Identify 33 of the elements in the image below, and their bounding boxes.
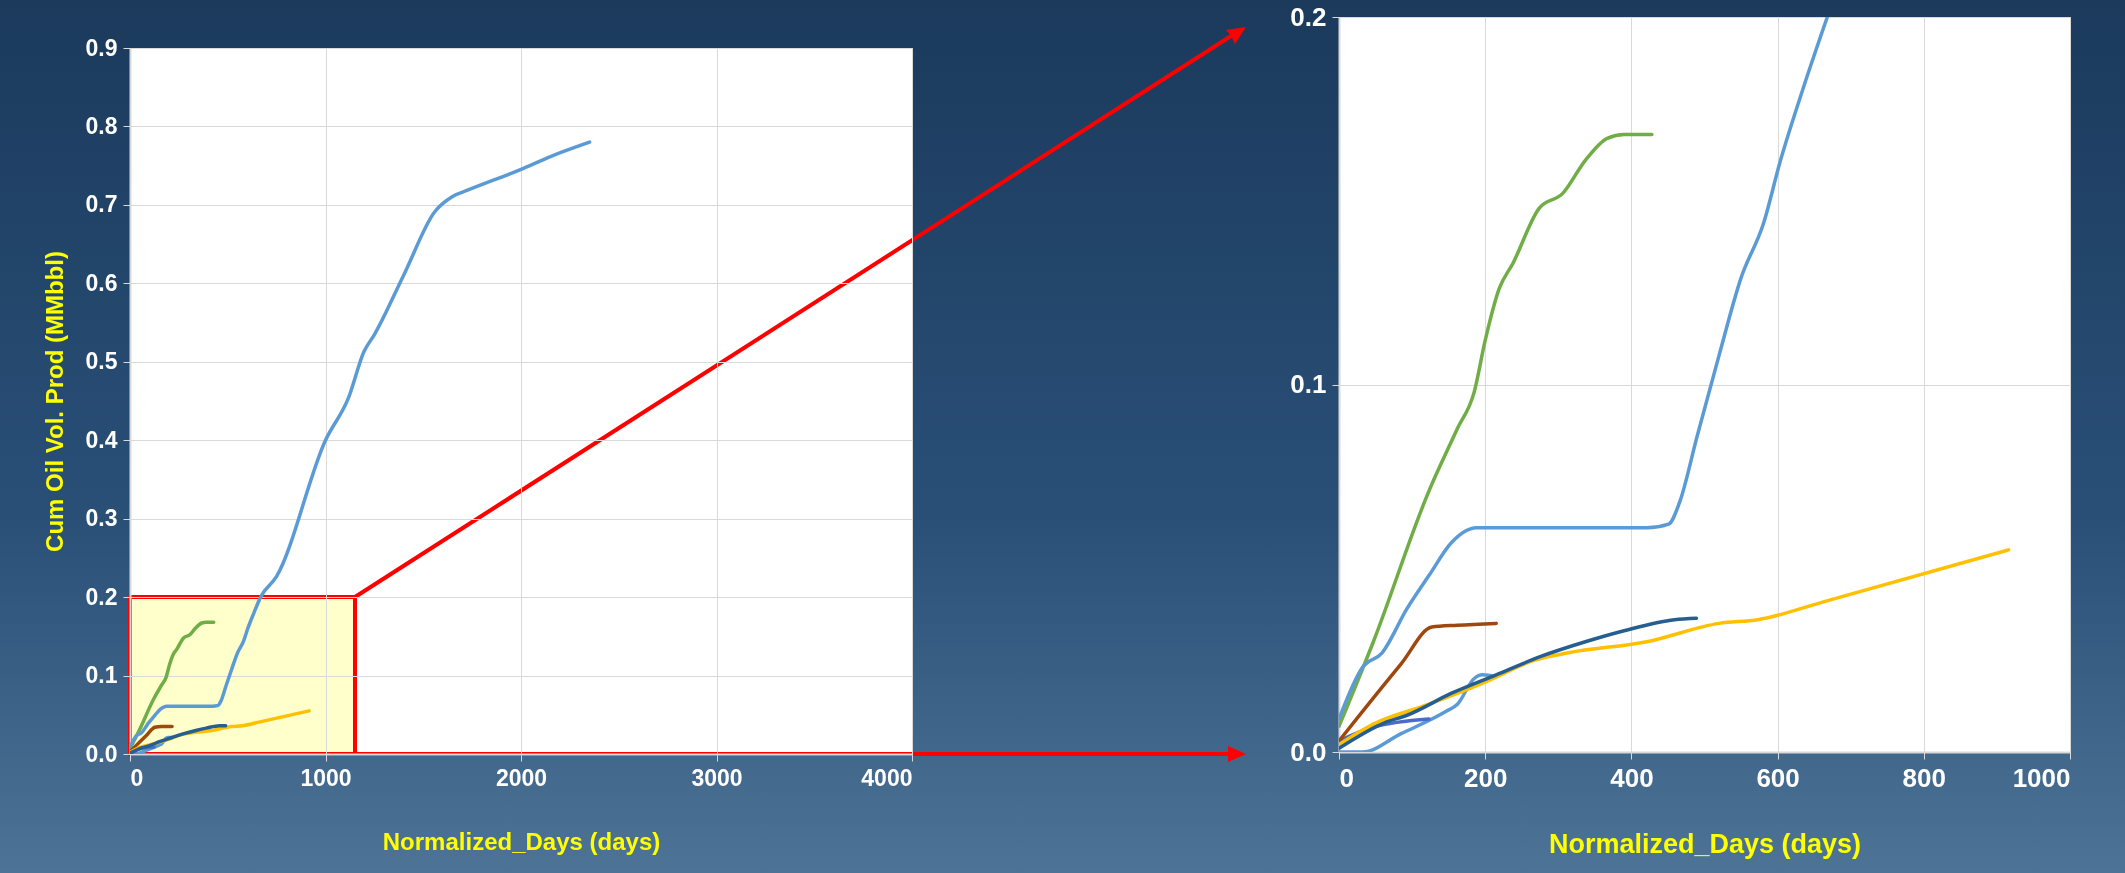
x-tick-label: 800 — [1902, 762, 1946, 793]
line-series — [1339, 616, 1699, 751]
line-series — [1339, 621, 1498, 743]
x-tick-label: 1000 — [2012, 762, 2071, 793]
x-tick-label: 3000 — [691, 764, 743, 791]
x-tick-label: 0 — [130, 764, 144, 791]
line-series — [1339, 17, 1830, 721]
y-tick-label: 0.7 — [85, 191, 118, 218]
y-tick-label: 0.2 — [85, 583, 118, 610]
y-tick-label: 0.3 — [85, 505, 118, 532]
y-tick-label: 0.2 — [1290, 1, 1327, 32]
y-tick-label: 0.5 — [85, 348, 118, 375]
x-axis-title: Normalized_Days (days) — [1548, 828, 1862, 859]
x-axis-title: Normalized_Days (days) — [382, 827, 661, 855]
y-tick-label: 0.1 — [1290, 369, 1327, 399]
line-series — [130, 140, 592, 749]
x-tick-label: 400 — [1610, 762, 1654, 793]
y-tick-label: 0.4 — [85, 426, 118, 453]
x-tick-label: 2000 — [495, 764, 548, 791]
y-tick-label: 0.0 — [85, 740, 118, 767]
y-tick-label: 0.6 — [85, 269, 118, 296]
y-tick-label: 0.9 — [85, 34, 118, 61]
y-tick-label: 0.8 — [85, 112, 118, 139]
x-tick-label: 600 — [1756, 762, 1800, 793]
y-axis-title: Cum Oil Vol. Prod (MMbbl) — [40, 251, 68, 552]
x-tick-label: 1000 — [300, 764, 352, 791]
x-tick-label: 0 — [1339, 762, 1354, 793]
y-tick-label: 0.0 — [1290, 736, 1327, 767]
x-tick-label: 4000 — [861, 764, 913, 791]
line-series — [130, 724, 228, 754]
x-tick-label: 200 — [1464, 762, 1508, 793]
line-series — [1339, 132, 1654, 729]
y-tick-label: 0.1 — [85, 662, 118, 689]
